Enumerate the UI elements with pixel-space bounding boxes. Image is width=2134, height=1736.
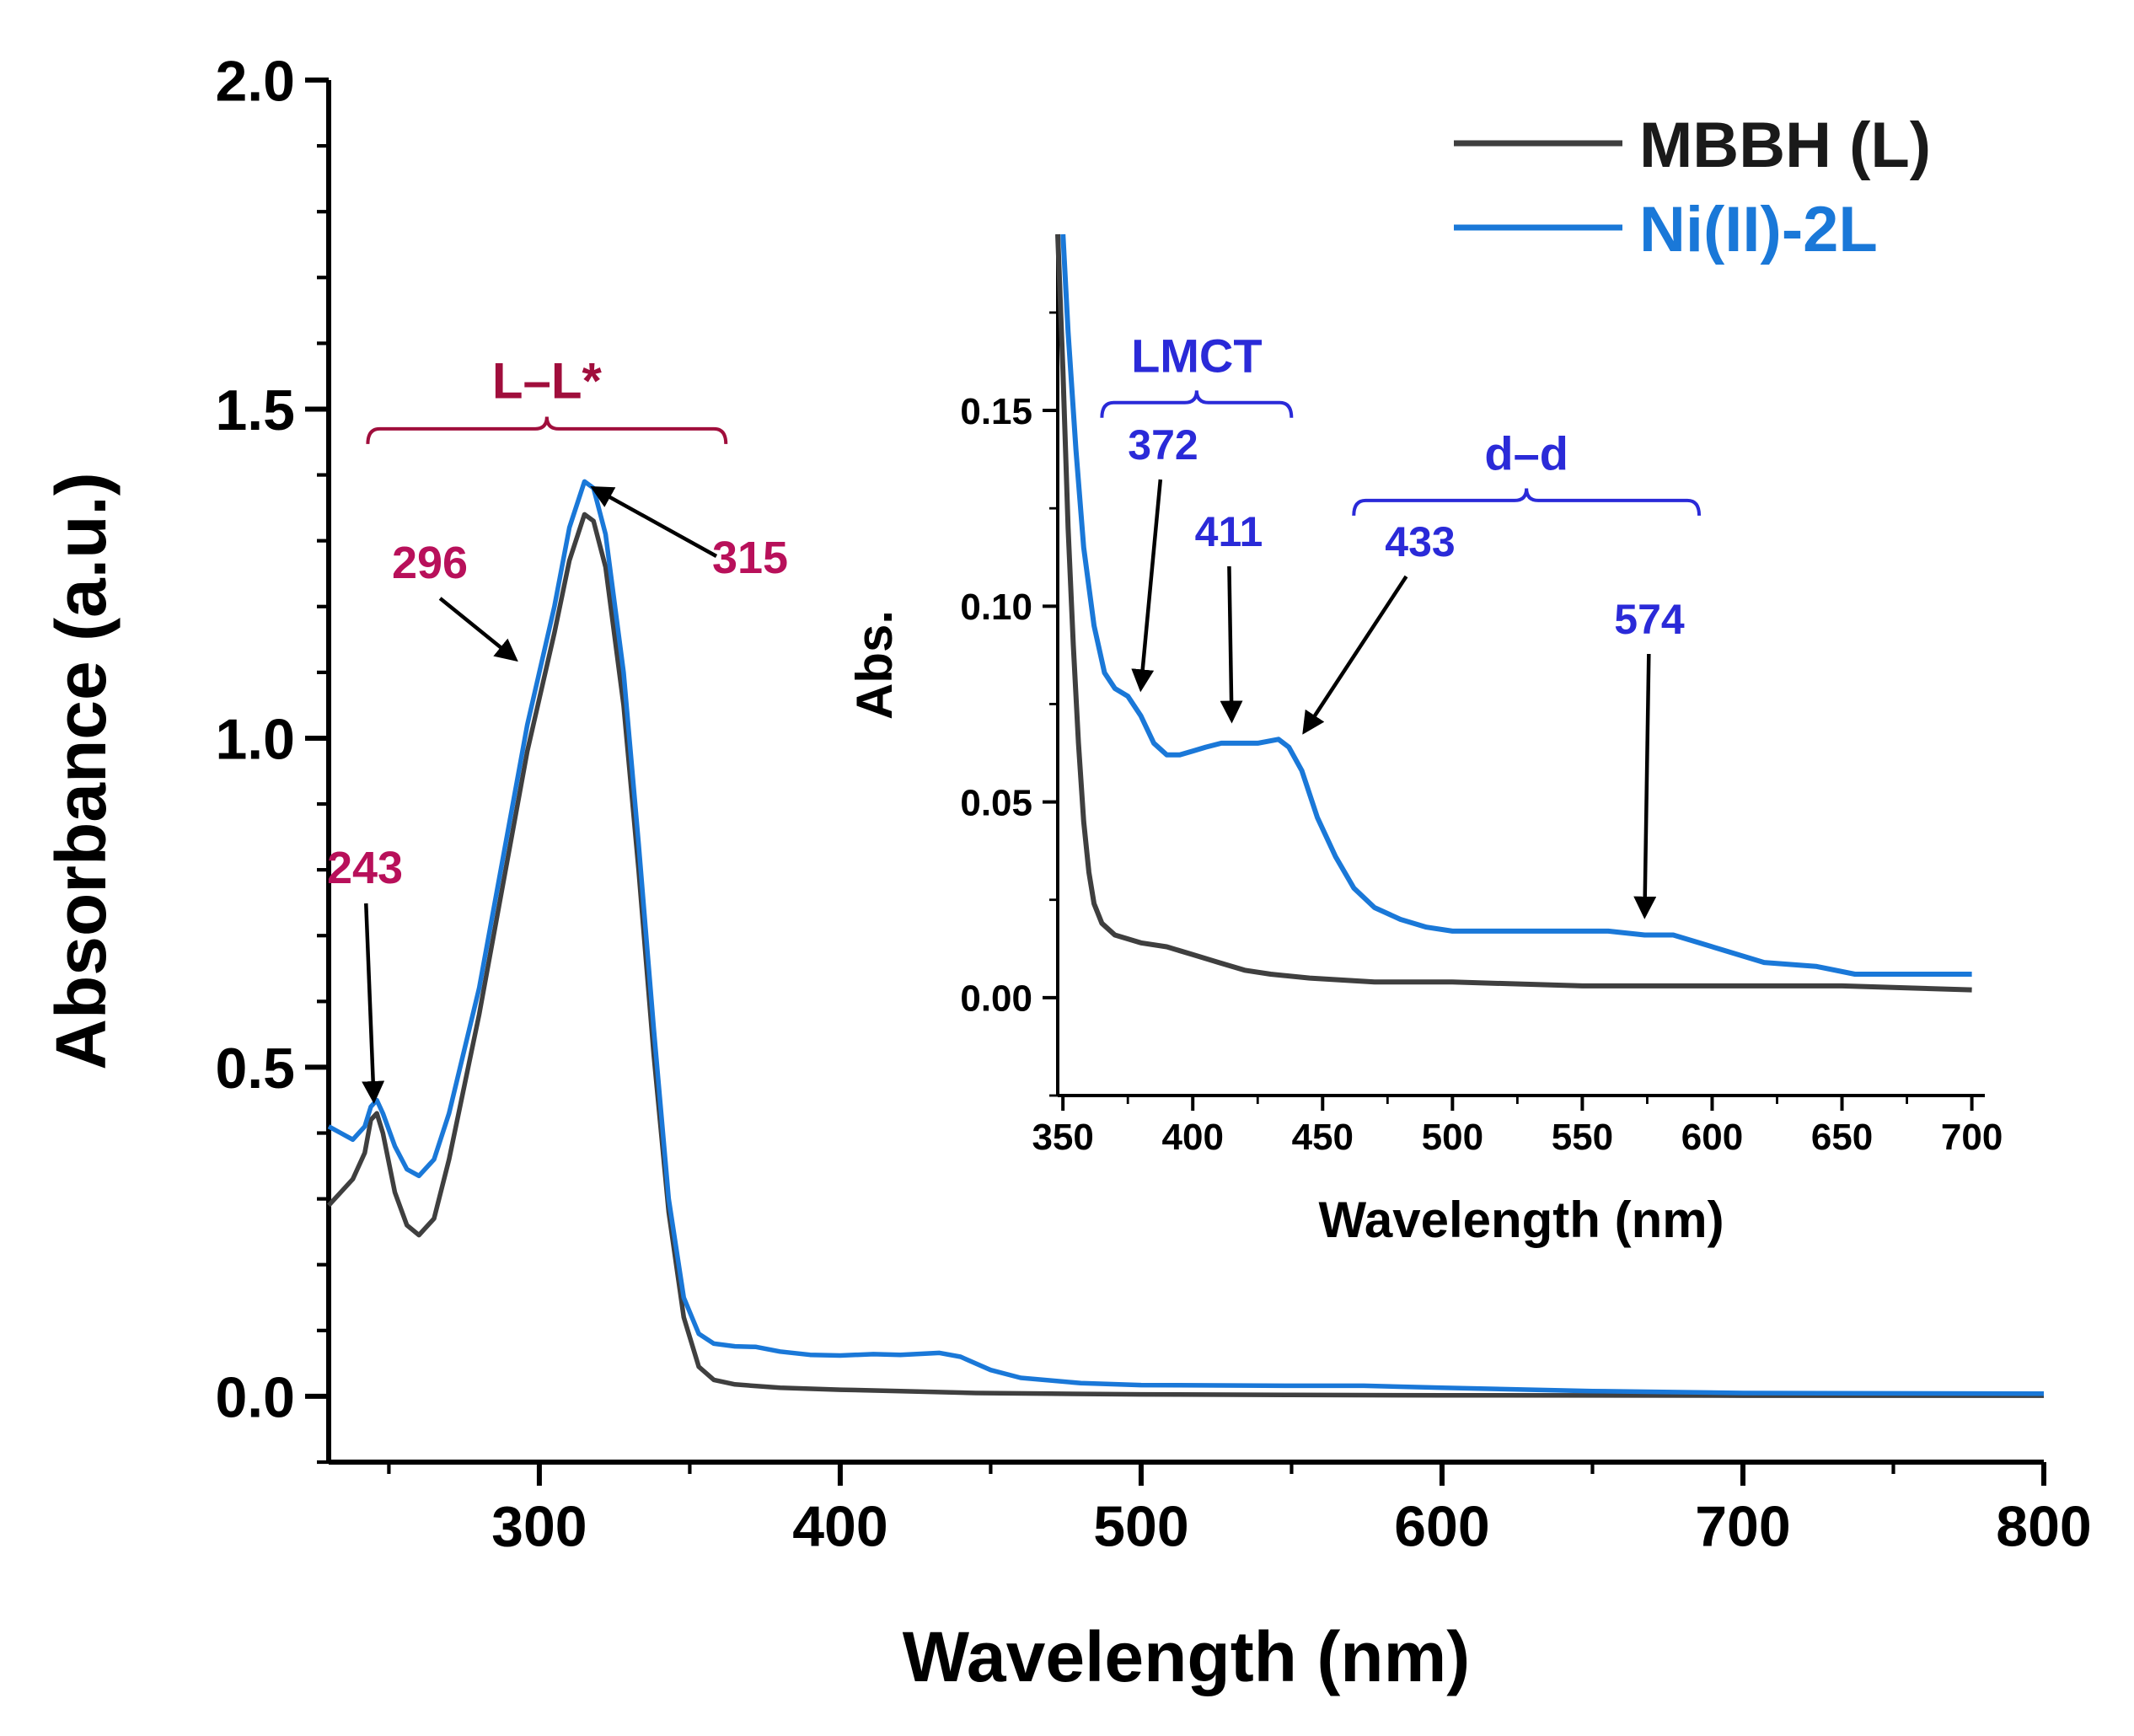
- main-series-line-mbbh: [326, 512, 2044, 1398]
- inset-annotation-label: 372: [1128, 421, 1198, 469]
- inset-x-tick-label: 650: [1811, 1117, 1873, 1158]
- inset-x-tick-label: 400: [1162, 1117, 1224, 1158]
- main-annotation-label: 296: [392, 538, 468, 588]
- main-x-tick-label: 500: [1093, 1494, 1188, 1558]
- main-x-tick-label: 800: [1996, 1494, 2091, 1558]
- main-annotation-label: 243: [327, 843, 403, 893]
- inset-x-tick-label: 700: [1941, 1117, 2003, 1158]
- inset-bracket: [1100, 390, 1294, 418]
- main-annotation-arrow: [362, 903, 385, 1104]
- inset-annotation-arrow: [1633, 653, 1657, 919]
- inset-x-tick-label: 600: [1681, 1117, 1743, 1158]
- inset-annotation-label: d–d: [1484, 426, 1568, 480]
- legend-label-1: Ni(II)-2L: [1639, 194, 1878, 265]
- inset-series-line-mbbh: [1055, 233, 1972, 993]
- legend-label-0: MBBH (L): [1639, 110, 1931, 181]
- inset-x-tick-label: 450: [1292, 1117, 1354, 1158]
- main-y-tick-label: 1.0: [215, 707, 295, 771]
- inset-annotation-arrow: [1131, 479, 1163, 693]
- main-y-tick-label: 1.5: [215, 378, 295, 442]
- inset-series-line-ni-complex: [1060, 233, 1972, 977]
- inset-y-axis-label: Abs.: [846, 610, 903, 720]
- main-y-axis-label: Absorbance (a.u.): [41, 472, 121, 1069]
- main-x-tick-label: 400: [792, 1494, 887, 1558]
- inset-x-tick-label: 550: [1552, 1117, 1613, 1158]
- inset-annotation-arrow: [1220, 565, 1243, 724]
- inset-y-tick-label: 0.10: [960, 587, 1032, 628]
- inset-annotation-label: 574: [1614, 596, 1685, 643]
- main-x-tick-label: 300: [491, 1494, 587, 1558]
- inset-annotation-label: LMCT: [1131, 329, 1263, 382]
- main-bracket: [366, 416, 728, 444]
- main-y-tick-label: 0.0: [215, 1365, 295, 1429]
- main-y-tick-label: 2.0: [215, 49, 295, 113]
- inset-annotation-arrow: [1302, 575, 1408, 735]
- main-annotation-label: L–L*: [492, 353, 603, 410]
- inset-x-tick-label: 350: [1032, 1117, 1093, 1158]
- inset-y-tick-label: 0.15: [960, 391, 1032, 432]
- main-series-line-ni-complex: [327, 479, 2045, 1396]
- inset-annotation-label: 433: [1385, 518, 1455, 565]
- inset-y-tick-label: 0.00: [960, 978, 1032, 1020]
- legend: MBBH (L) Ni(II)-2L: [1454, 110, 1931, 265]
- inset-annotation-label: 411: [1195, 508, 1263, 555]
- main-annotation-arrow: [438, 597, 518, 662]
- inset-x-axis-label: Wavelength (nm): [1318, 1192, 1724, 1248]
- inset-bracket: [1352, 488, 1702, 516]
- main-annotation-arrow: [590, 486, 718, 558]
- main-annotation-label: 315: [712, 533, 788, 583]
- main-x-tick-label: 700: [1695, 1494, 1790, 1558]
- inset-y-tick-label: 0.05: [960, 782, 1032, 823]
- main-y-tick-label: 0.5: [215, 1037, 295, 1101]
- inset-plot: 350 400 450 500 550 600 650 700 0.00 0.05 0.10 0.15…: [846, 233, 2003, 1248]
- main-plot: 300 400 500 600 700 800 0.0 0.5 1.0 1.5 2.0 Wavelen…: [41, 49, 2092, 1696]
- main-x-tick-label: 600: [1394, 1494, 1489, 1558]
- inset-x-tick-label: 500: [1422, 1117, 1483, 1158]
- main-x-axis-label: Wavelength (nm): [903, 1617, 1471, 1696]
